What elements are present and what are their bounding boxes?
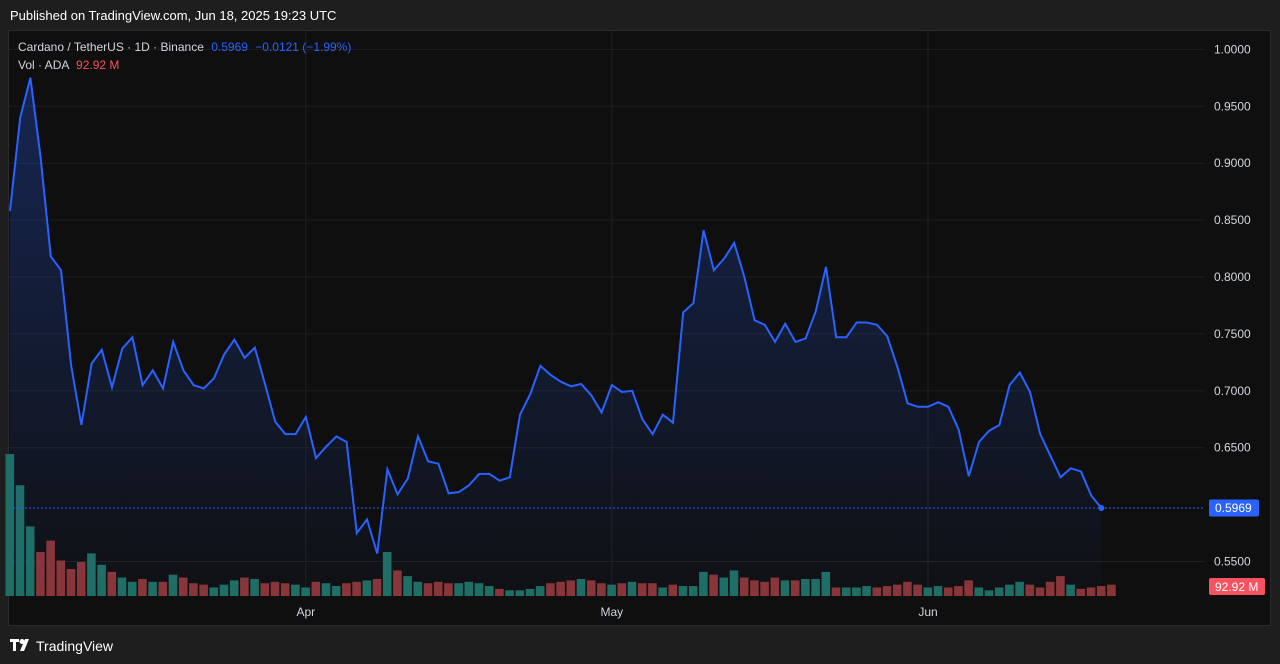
volume-bar bbox=[5, 454, 15, 596]
y-tick-label: 0.7500 bbox=[1214, 327, 1251, 341]
time-axis[interactable]: Apr May Jun bbox=[296, 605, 937, 619]
price-area bbox=[10, 77, 1102, 597]
y-tick-label: 1.0000 bbox=[1214, 42, 1251, 56]
x-tick-label: Jun bbox=[918, 605, 937, 619]
chart-legend: Cardano / TetherUS · 1D · Binance 0.5969… bbox=[18, 38, 351, 74]
y-tick-label: 0.8000 bbox=[1214, 270, 1251, 284]
svg-text:0.5969: 0.5969 bbox=[1215, 501, 1252, 515]
last-price-dot bbox=[1098, 505, 1105, 512]
last-volume-tag: 92.92 M bbox=[1209, 578, 1265, 595]
volume-label: Vol · ADA bbox=[18, 58, 69, 72]
y-tick-label: 0.5500 bbox=[1214, 555, 1251, 569]
brand-name: TradingView bbox=[36, 638, 114, 654]
last-price-tag: 0.5969 bbox=[1209, 499, 1259, 517]
x-tick-label: Apr bbox=[296, 605, 315, 619]
y-tick-label: 0.9000 bbox=[1214, 156, 1251, 170]
price-line bbox=[9, 77, 1103, 554]
symbol-name[interactable]: Cardano / TetherUS · 1D · Binance bbox=[18, 40, 204, 54]
volume-value: 92.92 M bbox=[76, 58, 120, 72]
volume-bar bbox=[1107, 584, 1116, 596]
tradingview-logo-icon bbox=[10, 638, 32, 654]
svg-text:92.92 M: 92.92 M bbox=[1215, 580, 1258, 594]
y-tick-label: 0.9500 bbox=[1214, 99, 1251, 113]
symbol-legend-row[interactable]: Cardano / TetherUS · 1D · Binance 0.5969… bbox=[18, 38, 351, 56]
last-price: 0.5969 bbox=[211, 40, 248, 54]
y-tick-label: 0.7000 bbox=[1214, 384, 1251, 398]
x-tick-label: May bbox=[600, 605, 623, 619]
price-change: −0.0121 (−1.99%) bbox=[255, 40, 352, 54]
price-axis[interactable]: 1.0000 0.9500 0.9000 0.8500 0.8000 0.7500 0.70… bbox=[1214, 42, 1251, 568]
published-caption: Published on TradingView.com, Jun 18, 20… bbox=[10, 8, 337, 23]
y-tick-label: 0.6500 bbox=[1214, 441, 1251, 455]
volume-legend-row[interactable]: Vol · ADA 92.92 M bbox=[18, 56, 351, 74]
footer-brand[interactable]: TradingView bbox=[10, 638, 113, 654]
y-tick-label: 0.8500 bbox=[1214, 213, 1251, 227]
